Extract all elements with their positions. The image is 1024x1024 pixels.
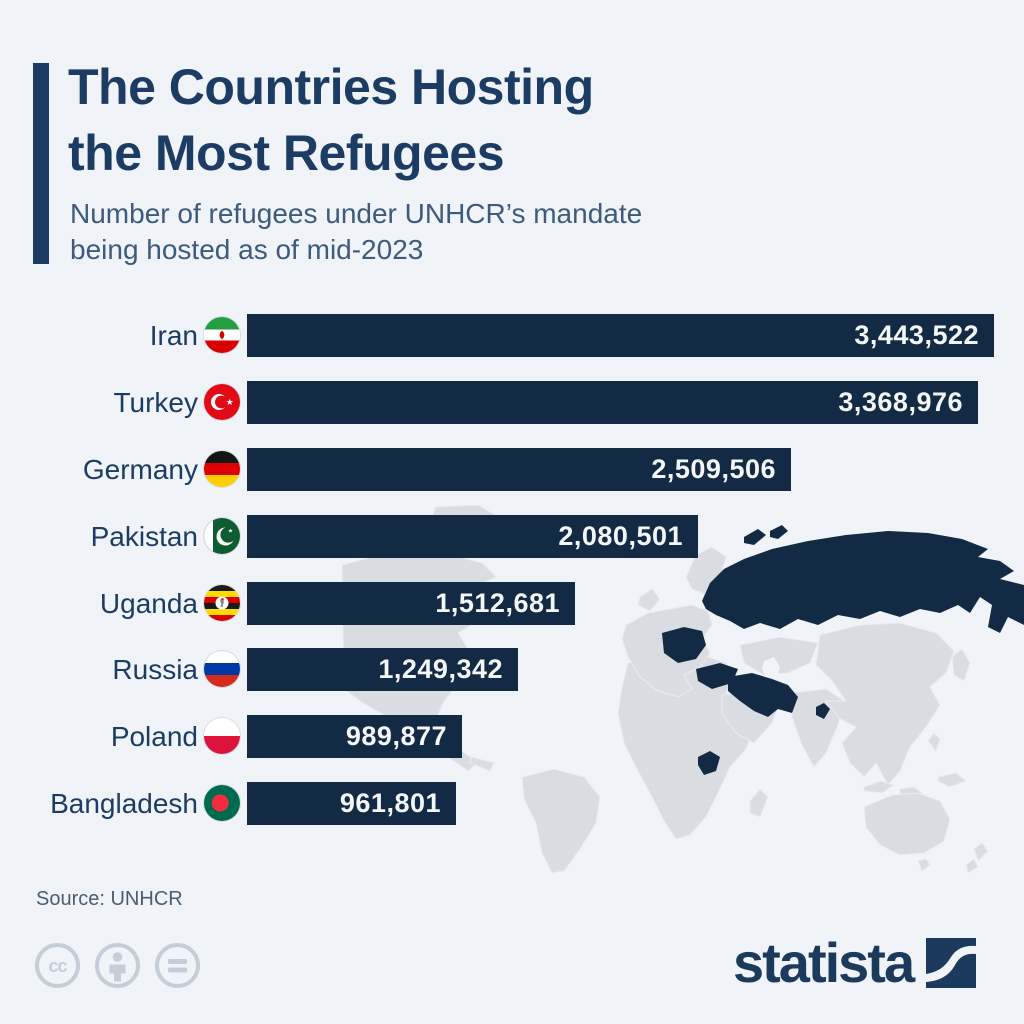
bar-value: 2,080,501 <box>558 521 683 551</box>
bar-value: 3,443,522 <box>854 320 979 350</box>
uganda-flag-icon <box>204 585 240 621</box>
iran-flag-icon <box>204 317 240 353</box>
map-british-isles <box>637 588 661 612</box>
country-label: Turkey <box>113 387 198 418</box>
chart-row-turkey: Turkey 3,368,976 <box>0 381 1024 424</box>
pakistan-flag-icon <box>204 518 240 554</box>
bar-value: 961,801 <box>339 788 441 818</box>
map-new-zealand <box>965 858 979 874</box>
title-line-1: The Countries Hosting <box>68 59 594 115</box>
bar-value: 2,509,506 <box>651 454 776 484</box>
map-new-zealand <box>973 842 989 862</box>
license-icons: cc <box>33 941 202 990</box>
subtitle-line-2: being hosted as of mid-2023 <box>70 234 424 265</box>
chart-row-pakistan: Pakistan 2,080,501 <box>0 515 1024 558</box>
map-caribbean <box>469 756 495 772</box>
map-caspian-sea <box>762 657 780 681</box>
chart-row-iran: Iran 3,443,522 <box>0 314 1024 357</box>
map-russia-islands <box>770 525 788 539</box>
bar-russia: 1,249,342 <box>247 648 518 691</box>
map-central-asia <box>739 636 819 676</box>
bar-germany: 2,509,506 <box>247 448 791 491</box>
country-label: Germany <box>82 454 198 485</box>
map-japan <box>951 648 971 682</box>
bar-value: 3,368,976 <box>838 387 963 417</box>
page-subtitle: Number of refugees under UNHCR’s mandate… <box>70 196 830 268</box>
map-south-america <box>521 768 601 874</box>
map-uganda-highlight <box>698 751 720 775</box>
turkey-flag-icon <box>204 384 240 420</box>
country-label: Uganda <box>99 588 198 619</box>
map-iran-pakistan-highlight <box>728 673 798 717</box>
chart-row-poland: Poland 989,877 <box>0 715 1024 758</box>
bar-value: 1,512,681 <box>435 588 560 618</box>
chart-row-bangladesh: Bangladesh 961,801 <box>0 782 1024 825</box>
bar-value: 1,249,342 <box>378 654 503 684</box>
attribution-person-icon[interactable] <box>93 941 142 990</box>
statista-logo[interactable]: statista <box>733 931 977 994</box>
bar-bangladesh: 961,801 <box>247 782 456 825</box>
map-bangladesh-highlight <box>816 703 830 719</box>
map-indonesia <box>863 780 896 794</box>
svg-text:cc: cc <box>48 956 67 976</box>
bar-uganda: 1,512,681 <box>247 582 575 625</box>
map-madagascar <box>749 788 769 818</box>
country-label: Poland <box>110 721 198 752</box>
bar-pakistan: 2,080,501 <box>247 515 698 558</box>
bar-turkey: 3,368,976 <box>247 381 978 424</box>
title-accent-bar <box>33 63 49 264</box>
statista-wordmark: statista <box>733 931 915 994</box>
country-label: Russia <box>112 654 198 685</box>
bar-value: 989,877 <box>345 721 447 751</box>
bangladesh-flag-icon <box>204 785 240 821</box>
cc-icon[interactable]: cc <box>33 941 82 990</box>
map-philippines <box>927 732 941 753</box>
country-label: Iran <box>149 320 198 351</box>
chart-row-germany: Germany 2,509,506 <box>0 448 1024 491</box>
bar-poland: 989,877 <box>247 715 462 758</box>
map-turkey-highlight <box>696 663 738 689</box>
poland-flag-icon <box>204 718 240 754</box>
country-label: Bangladesh <box>50 788 198 819</box>
germany-flag-icon <box>204 451 240 487</box>
map-russia-highlight <box>702 531 1024 633</box>
map-russia-islands <box>744 529 766 545</box>
page-title: The Countries Hosting the Most Refugees <box>68 54 788 186</box>
bar-iran: 3,443,522 <box>247 314 994 357</box>
chart-row-uganda: Uganda 1,512,681 <box>0 582 1024 625</box>
map-new-guinea <box>937 772 967 788</box>
subtitle-line-1: Number of refugees under UNHCR’s mandate <box>70 198 643 229</box>
map-australia <box>863 792 951 856</box>
map-germany-poland-highlight <box>662 627 706 663</box>
russia-flag-icon <box>204 651 240 687</box>
country-label: Pakistan <box>90 521 198 552</box>
map-tasmania <box>917 858 931 872</box>
title-line-2: the Most Refugees <box>68 125 505 181</box>
source-note: Source: UNHCR <box>36 888 183 910</box>
equals-icon[interactable] <box>153 941 202 990</box>
map-india <box>791 688 845 768</box>
chart-row-russia: Russia 1,249,342 <box>0 648 1024 691</box>
statista-logo-icon <box>926 938 977 988</box>
